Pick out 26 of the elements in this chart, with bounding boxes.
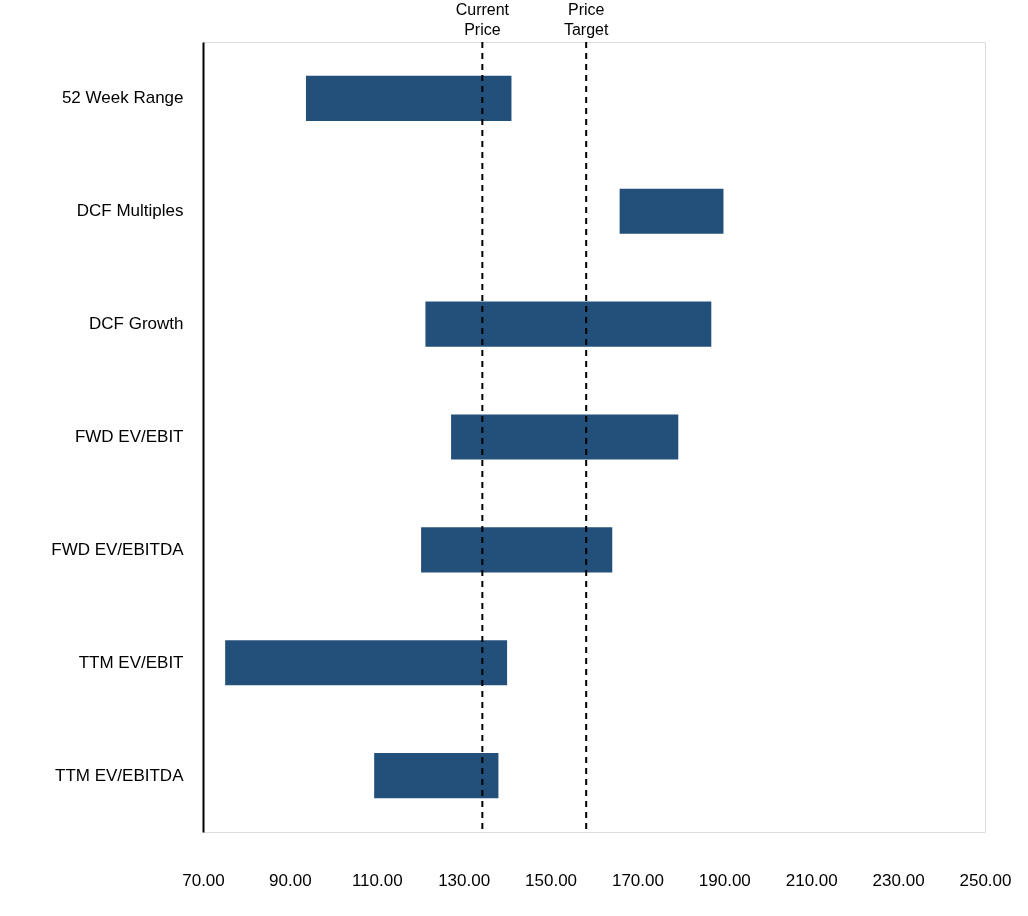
y-tick-label: DCF Multiples <box>76 201 184 221</box>
y-tick-label: FWD EV/EBIT <box>74 427 184 446</box>
y-tick-label: FWD EV/EBITDA <box>51 539 185 559</box>
x-tick-label: 90.00 <box>269 870 312 890</box>
bar <box>421 527 613 573</box>
x-tick-label: 130.00 <box>438 870 491 890</box>
x-tick-label: 150.00 <box>525 870 578 890</box>
ref-line-label: Current Price <box>455 1 510 38</box>
y-tick-label: DCF Growth <box>89 314 184 334</box>
x-tick-label: 110.00 <box>351 870 403 890</box>
x-tick-label: 210.00 <box>785 870 838 890</box>
bar <box>619 188 724 234</box>
x-tick-label: 190.00 <box>698 870 751 890</box>
x-tick-label: 250.00 <box>959 870 1012 890</box>
y-tick-label: TTM EV/EBIT <box>78 652 184 672</box>
bar <box>374 753 499 799</box>
x-tick-label: 230.00 <box>872 870 925 890</box>
x-tick-label: 170.00 <box>611 870 664 890</box>
bar <box>225 640 508 686</box>
y-tick-label: 52 Week Range <box>61 88 184 108</box>
bar <box>425 301 712 347</box>
y-tick-label: TTM EV/EBITDA <box>55 765 185 785</box>
bar <box>305 75 512 121</box>
ref-line-label: Price Target <box>563 1 609 38</box>
x-tick-label: 70.00 <box>182 870 225 890</box>
bar <box>451 414 679 460</box>
